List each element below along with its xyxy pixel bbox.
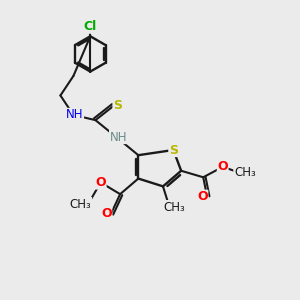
- Text: CH₃: CH₃: [163, 201, 185, 214]
- Text: O: O: [218, 160, 228, 173]
- Text: S: S: [169, 143, 178, 157]
- Text: O: O: [197, 190, 208, 203]
- Text: O: O: [101, 207, 112, 220]
- Text: O: O: [95, 176, 106, 189]
- Text: NH: NH: [110, 130, 127, 143]
- Text: CH₃: CH₃: [70, 197, 92, 211]
- Text: S: S: [113, 99, 122, 112]
- Text: CH₃: CH₃: [234, 166, 256, 179]
- Text: Cl: Cl: [84, 20, 97, 33]
- Text: NH: NH: [66, 108, 83, 122]
